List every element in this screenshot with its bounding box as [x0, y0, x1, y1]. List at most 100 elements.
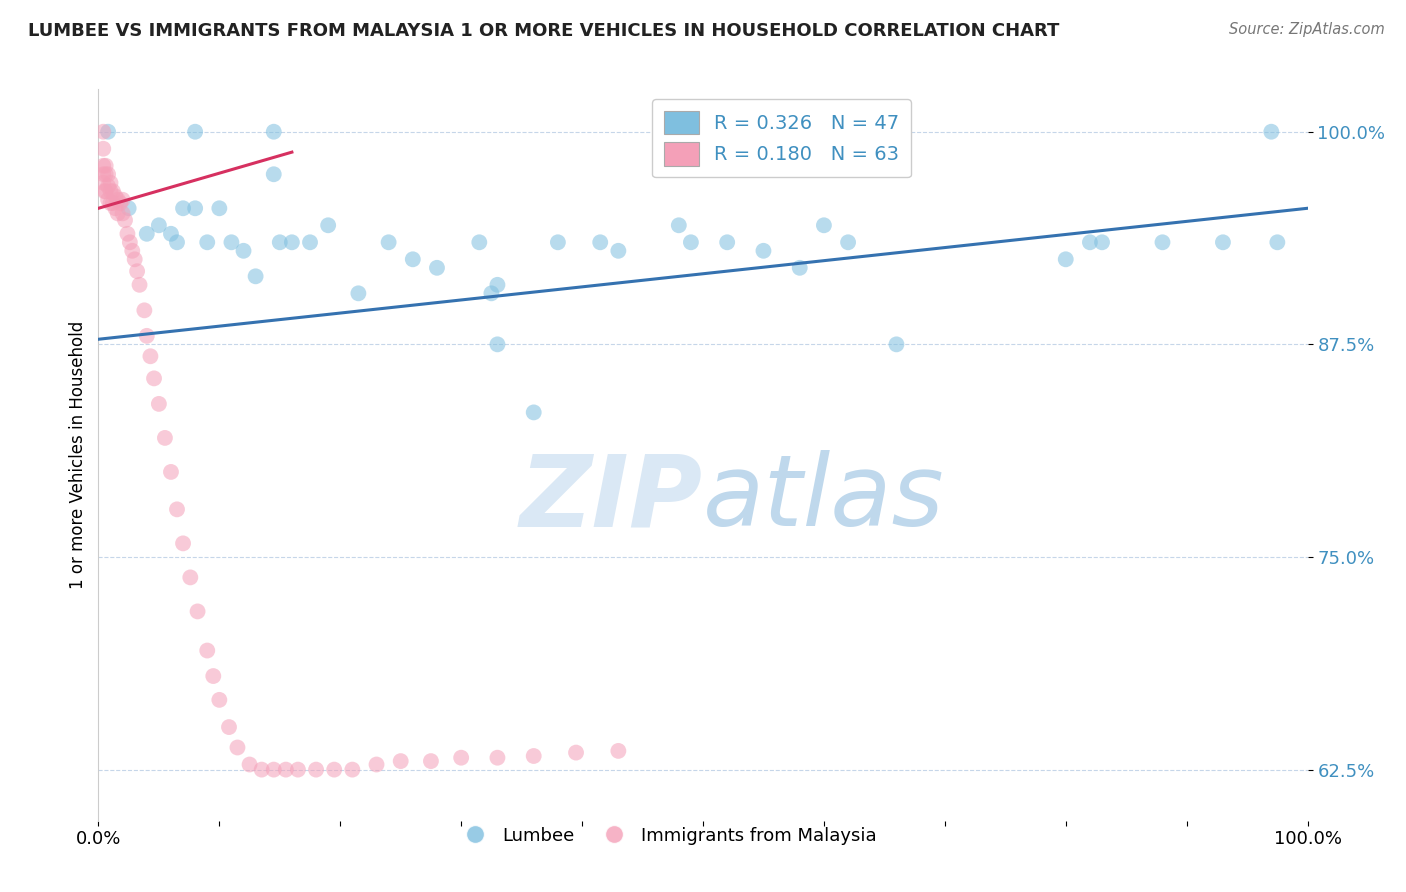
Point — [135, 227, 157, 241]
Point — [148, 397, 170, 411]
Point — [97, 125, 120, 139]
Point — [118, 235, 141, 250]
Point — [269, 235, 291, 250]
Point — [789, 260, 811, 275]
Point — [107, 206, 129, 220]
Point — [202, 669, 225, 683]
Point — [91, 142, 114, 156]
Point — [94, 184, 117, 198]
Point — [287, 763, 309, 777]
Point — [250, 763, 273, 777]
Point — [263, 167, 285, 181]
Point — [114, 213, 136, 227]
Point — [377, 235, 399, 250]
Point — [195, 235, 218, 250]
Point — [486, 750, 509, 764]
Point — [1152, 235, 1174, 250]
Point — [184, 125, 207, 139]
Point — [263, 763, 285, 777]
Point — [91, 159, 114, 173]
Point — [886, 337, 908, 351]
Point — [486, 277, 509, 292]
Point — [486, 337, 509, 351]
Point — [195, 643, 218, 657]
Point — [127, 264, 149, 278]
Point — [226, 740, 249, 755]
Point — [218, 720, 240, 734]
Point — [813, 219, 835, 233]
Point — [1091, 235, 1114, 250]
Point — [91, 176, 114, 190]
Point — [91, 167, 114, 181]
Point — [389, 754, 412, 768]
Point — [179, 570, 201, 584]
Point — [607, 744, 630, 758]
Point — [402, 252, 425, 267]
Point — [716, 235, 738, 250]
Point — [679, 235, 702, 250]
Point — [124, 252, 146, 267]
Point — [101, 184, 124, 198]
Point — [752, 244, 775, 258]
Point — [481, 286, 503, 301]
Point — [837, 235, 859, 250]
Point — [118, 201, 141, 215]
Point — [104, 201, 127, 215]
Point — [143, 371, 166, 385]
Text: atlas: atlas — [703, 450, 945, 548]
Point — [135, 329, 157, 343]
Point — [100, 176, 122, 190]
Point — [148, 219, 170, 233]
Text: LUMBEE VS IMMIGRANTS FROM MALAYSIA 1 OR MORE VEHICLES IN HOUSEHOLD CORRELATION C: LUMBEE VS IMMIGRANTS FROM MALAYSIA 1 OR … — [28, 22, 1060, 40]
Point — [316, 219, 339, 233]
Point — [1054, 252, 1077, 267]
Point — [100, 196, 122, 211]
Point — [523, 749, 546, 764]
Point — [245, 269, 267, 284]
Point — [281, 235, 304, 250]
Point — [128, 277, 150, 292]
Point — [1260, 125, 1282, 139]
Point — [160, 465, 183, 479]
Point — [94, 167, 117, 181]
Point — [107, 193, 129, 207]
Point — [108, 196, 131, 211]
Point — [187, 604, 209, 618]
Point — [111, 206, 134, 220]
Point — [450, 750, 472, 764]
Point — [420, 754, 443, 768]
Point — [299, 235, 322, 250]
Point — [565, 746, 588, 760]
Point — [323, 763, 346, 777]
Point — [468, 235, 491, 250]
Point — [239, 757, 262, 772]
Point — [342, 763, 364, 777]
Point — [523, 405, 546, 419]
Point — [668, 219, 690, 233]
Point — [221, 235, 243, 250]
Point — [172, 536, 194, 550]
Point — [305, 763, 328, 777]
Y-axis label: 1 or more Vehicles in Household: 1 or more Vehicles in Household — [69, 321, 87, 589]
Point — [172, 201, 194, 215]
Point — [1078, 235, 1101, 250]
Point — [589, 235, 612, 250]
Point — [1212, 235, 1234, 250]
Point — [1267, 235, 1289, 250]
Point — [100, 184, 122, 198]
Point — [93, 184, 115, 198]
Text: Source: ZipAtlas.com: Source: ZipAtlas.com — [1229, 22, 1385, 37]
Point — [166, 502, 188, 516]
Legend: Lumbee, Immigrants from Malaysia: Lumbee, Immigrants from Malaysia — [450, 820, 884, 852]
Point — [97, 179, 120, 194]
Point — [111, 193, 134, 207]
Point — [139, 349, 162, 363]
Point — [160, 227, 183, 241]
Point — [97, 193, 120, 207]
Point — [91, 125, 114, 139]
Point — [117, 227, 139, 241]
Point — [97, 167, 120, 181]
Point — [166, 235, 188, 250]
Point — [208, 201, 231, 215]
Text: ZIP: ZIP — [520, 450, 703, 548]
